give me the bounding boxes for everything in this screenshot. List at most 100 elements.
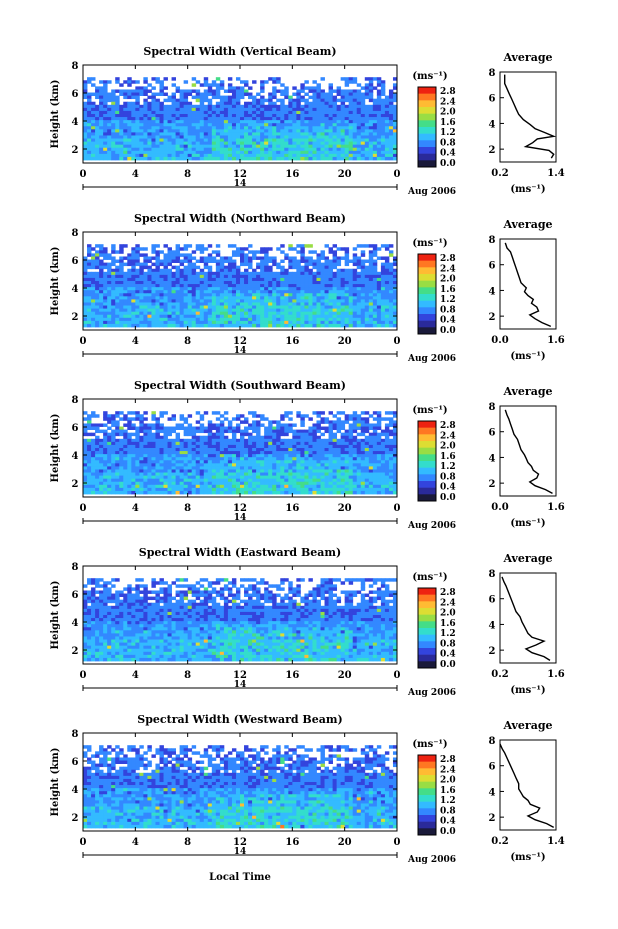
- y-axis-label: Height (km): [50, 748, 61, 817]
- average-title: Average: [502, 51, 552, 64]
- x-tick-label: 12: [233, 169, 247, 180]
- avg-y-tick-label: 4: [489, 787, 496, 798]
- colorbar-tick-label: 0.0: [440, 493, 456, 503]
- y-tick-label: 8: [72, 729, 79, 740]
- colorbar-swatch: [418, 320, 436, 328]
- x-tick-label: 12: [233, 336, 247, 347]
- colorbar-swatch: [418, 781, 436, 789]
- colorbar-tick-label: 0.0: [440, 660, 456, 670]
- x-tick-label: 16: [285, 503, 299, 514]
- colorbar-tick-label: 0.4: [440, 483, 456, 493]
- panel-4: Spectral Width (Westward Beam)0 4 8 12 16 20 0…: [50, 713, 565, 865]
- colorbar-tick-label: 0.8: [440, 138, 456, 148]
- colorbar-swatch: [418, 461, 436, 468]
- colorbar-swatch: [418, 93, 436, 101]
- colorbar-unit: (ms⁻¹): [412, 739, 447, 750]
- avg-y-tick-label: 8: [489, 569, 496, 580]
- x-tick-label: 0: [80, 169, 87, 180]
- avg-y-tick-label: 2: [489, 145, 496, 156]
- colorbar-swatch: [418, 307, 436, 315]
- colorbar-tick-label: 0.8: [440, 472, 456, 482]
- avg-y-tick-label: 8: [489, 402, 496, 413]
- x-tick-label: 0: [394, 670, 401, 681]
- avg-y-tick-label: 4: [489, 620, 496, 631]
- day-label: 14: [234, 179, 247, 189]
- colorbar-swatch: [418, 147, 436, 154]
- colorbar-swatch: [418, 821, 436, 829]
- x-tick-label: 4: [132, 503, 139, 514]
- colorbar-tick-label: 2.8: [440, 755, 456, 765]
- colorbar-swatch: [418, 441, 436, 448]
- colorbar-tick-label: 0.0: [440, 326, 456, 336]
- avg-x-tick-label: 1.6: [547, 669, 564, 680]
- panel-title: Spectral Width (Southward Beam): [134, 379, 346, 392]
- colorbar-tick-label: 1.2: [440, 128, 456, 138]
- colorbar-tick-label: 2.8: [440, 87, 456, 97]
- colorbar-tick-label: 1.6: [440, 619, 456, 629]
- colorbar-swatch: [418, 113, 436, 121]
- colorbar-swatch: [418, 133, 436, 141]
- x-tick-label: 8: [184, 837, 191, 848]
- colorbar-swatch: [418, 314, 436, 321]
- avg-y-tick-label: 8: [489, 68, 496, 79]
- y-tick-label: 6: [72, 757, 79, 768]
- average-line: [504, 242, 552, 328]
- colorbar-tick-label: 0.4: [440, 316, 456, 326]
- x-tick-label: 0: [394, 837, 401, 848]
- avg-y-tick-label: 2: [489, 646, 496, 657]
- x-tick-label: 20: [338, 837, 352, 848]
- colorbar-swatch: [418, 153, 436, 161]
- colorbar-unit: (ms⁻¹): [412, 71, 447, 82]
- colorbar-swatch: [418, 661, 436, 669]
- colorbar-tick-label: 2.0: [440, 442, 456, 452]
- colorbar-tick-label: 1.6: [440, 285, 456, 295]
- heatmap-cells: [83, 77, 398, 161]
- colorbar-swatch: [418, 260, 436, 268]
- heatmap-cells: [83, 578, 398, 662]
- average-frame: [499, 238, 557, 330]
- colorbar-swatch: [418, 761, 436, 769]
- colorbar-tick-label: 2.0: [440, 609, 456, 619]
- colorbar-tick-label: 2.0: [440, 776, 456, 786]
- y-axis-label: Height (km): [50, 80, 61, 149]
- colorbar-tick-label: 1.6: [440, 118, 456, 128]
- x-tick-label: 12: [233, 837, 247, 848]
- colorbar-swatch: [418, 274, 436, 281]
- x-tick-label: 0: [80, 670, 87, 681]
- date-label: Aug 2006: [407, 187, 456, 197]
- colorbar-swatch: [418, 648, 436, 655]
- colorbar-swatch: [418, 300, 436, 308]
- day-label: 14: [234, 513, 247, 523]
- average-title: Average: [502, 385, 552, 398]
- colorbar-tick-label: 2.4: [440, 765, 456, 775]
- date-label: Aug 2006: [407, 521, 456, 531]
- average-unit: (ms⁻¹): [510, 685, 545, 696]
- x-tick-label: 8: [184, 169, 191, 180]
- colorbar-tick-label: 2.4: [440, 431, 456, 441]
- colorbar-tick-label: 0.4: [440, 149, 456, 159]
- y-tick-label: 4: [72, 284, 79, 295]
- x-tick-label: 0: [394, 336, 401, 347]
- y-tick-label: 4: [72, 618, 79, 629]
- colorbar-swatch: [418, 628, 436, 635]
- colorbar-tick-label: 0.0: [440, 159, 456, 169]
- heatmap-cells: [83, 745, 398, 829]
- colorbar-swatch: [418, 621, 436, 629]
- average-frame: [499, 739, 557, 831]
- colorbar-swatch: [418, 594, 436, 602]
- average-line: [499, 743, 555, 829]
- colorbar-swatch: [418, 87, 436, 94]
- colorbar-swatch: [418, 795, 436, 802]
- colorbar-swatch: [418, 608, 436, 615]
- x-tick-label: 0: [80, 503, 87, 514]
- avg-x-tick-label: 0.2: [491, 836, 508, 847]
- panel-3: Spectral Width (Eastward Beam)0 4 8 12 16 20 0…: [50, 546, 565, 698]
- colorbar-unit: (ms⁻¹): [412, 572, 447, 583]
- average-unit: (ms⁻¹): [510, 518, 545, 529]
- average-unit: (ms⁻¹): [510, 852, 545, 863]
- colorbar-swatch: [418, 127, 436, 134]
- x-tick-label: 0: [394, 169, 401, 180]
- colorbar-tick-label: 0.4: [440, 650, 456, 660]
- y-tick-label: 2: [72, 479, 79, 490]
- colorbar-tick-label: 1.2: [440, 462, 456, 472]
